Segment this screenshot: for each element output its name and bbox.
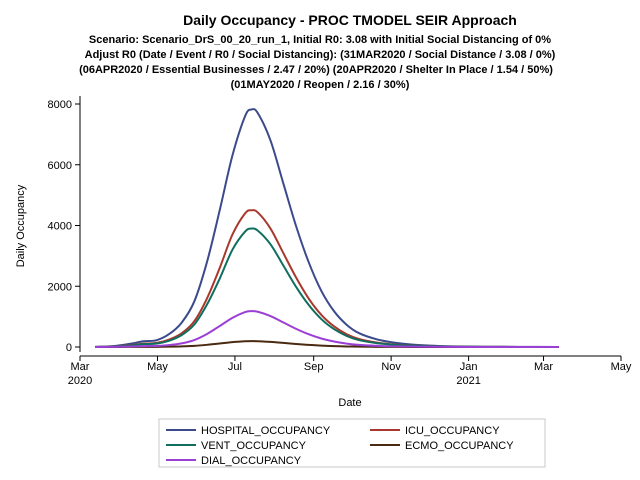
- chart-title: Daily Occupancy - PROC TMODEL SEIR Appro…: [183, 12, 517, 28]
- legend-label: ECMO_OCCUPANCY: [405, 440, 514, 452]
- legend-label: DIAL_OCCUPANCY: [201, 455, 302, 467]
- x-tick-label: Nov: [381, 361, 401, 373]
- legend-label: VENT_OCCUPANCY: [201, 440, 307, 452]
- x-tick-year-label: 2020: [68, 375, 92, 387]
- x-tick-year-label: 2021: [456, 375, 480, 387]
- series-line-icu-occupancy: [95, 209, 559, 348]
- x-tick-label: Mar: [534, 361, 553, 373]
- y-axis-label: Daily Occupancy: [15, 184, 27, 267]
- x-tick-label: Jul: [228, 361, 242, 373]
- x-tick-label: May: [611, 361, 632, 373]
- legend-label: HOSPITAL_OCCUPANCY: [201, 425, 331, 437]
- y-tick-label: 8000: [48, 99, 72, 111]
- series-line-dial-occupancy: [95, 310, 559, 348]
- x-tick-label: Mar: [71, 361, 90, 373]
- chart-subtitle-line-2: Adjust R0 (Date / Event / R0 / Social Di…: [85, 49, 556, 61]
- x-tick-label: Sep: [304, 361, 324, 373]
- legend: HOSPITAL_OCCUPANCY ICU_OCCUPANCY VENT_OCCU…: [158, 418, 546, 468]
- y-tick-label: 2000: [48, 281, 72, 293]
- series-line-hospital-occupancy: [95, 108, 559, 348]
- x-axis: Mar 2020 May Jul Sep Nov Jan 2021 Mar May: [68, 355, 632, 387]
- x-tick-label: May: [147, 361, 168, 373]
- legend-label: ICU_OCCUPANCY: [405, 425, 500, 437]
- y-tick-label: 4000: [48, 221, 72, 233]
- series-lines: [95, 108, 559, 349]
- x-tick-label: Jan: [460, 361, 478, 373]
- y-axis: 0 2000 4000 6000 8000: [48, 96, 81, 354]
- chart-subtitle-line-3: (06APR2020 / Essential Businesses / 2.47…: [79, 64, 553, 76]
- chart-subtitle-line-4: (01MAY2020 / Reopen / 2.16 / 30%): [231, 79, 410, 91]
- chart-subtitle-line-1: Scenario: Scenario_DrS_00_20_run_1, Init…: [89, 34, 551, 46]
- series-line-vent-occupancy: [95, 227, 559, 348]
- x-axis-label: Date: [338, 397, 361, 409]
- y-tick-label: 6000: [48, 160, 72, 172]
- y-tick-label: 0: [66, 342, 72, 354]
- legend-border: [158, 418, 546, 468]
